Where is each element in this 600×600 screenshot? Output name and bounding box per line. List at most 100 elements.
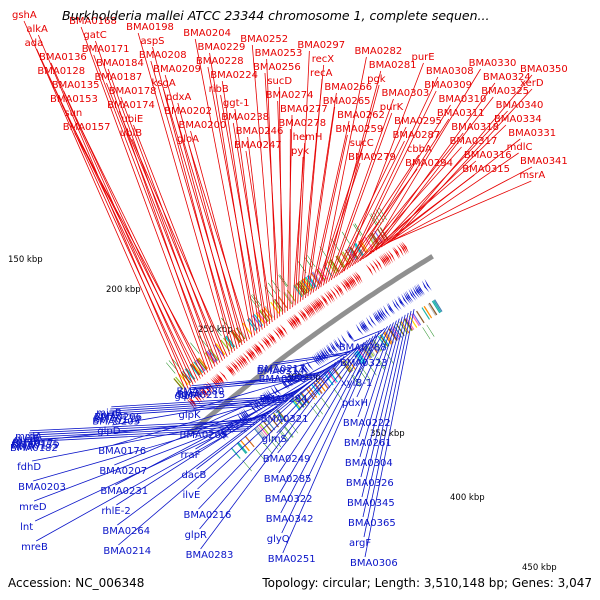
forward-gene-label[interactable]: BMA0259 <box>335 124 383 135</box>
reverse-gene-label[interactable]: BMA0155 <box>11 441 59 452</box>
forward-gene-label[interactable]: BMA0317 <box>450 136 498 147</box>
reverse-gene-label[interactable]: BMA0285 <box>264 474 312 485</box>
reverse-gene-label[interactable]: BMA0215 <box>177 390 225 401</box>
forward-gene-label[interactable]: BMA0128 <box>37 66 85 77</box>
forward-gene-label[interactable]: gloA <box>177 134 199 145</box>
reverse-gene-label[interactable]: BMA0231 <box>100 486 148 497</box>
reverse-gene-label[interactable]: mrdA <box>15 432 42 443</box>
reverse-gene-label[interactable]: pdxH <box>342 398 368 409</box>
forward-gene-label[interactable]: BMA0228 <box>196 56 244 67</box>
forward-gene-label[interactable]: hemH <box>293 132 323 143</box>
forward-gene-label[interactable]: BMA0295 <box>394 116 442 127</box>
forward-gene-label[interactable]: BMA0229 <box>198 42 246 53</box>
reverse-gene-label[interactable]: BMA0288 <box>339 342 387 353</box>
reverse-gene-label[interactable]: BMA0182 <box>10 443 58 454</box>
forward-gene-label[interactable]: mdlC <box>507 142 533 153</box>
reverse-gene-label[interactable]: BMA0322 <box>265 494 313 505</box>
reverse-gene-label[interactable]: lnt <box>20 522 33 533</box>
reverse-gene-label[interactable]: argF <box>349 538 371 549</box>
forward-gene-label[interactable]: recA <box>310 68 333 79</box>
forward-gene-label[interactable]: BMA0198 <box>126 22 174 33</box>
forward-gene-label[interactable]: BMA0136 <box>39 52 87 63</box>
forward-gene-label[interactable]: BMA0187 <box>94 72 142 83</box>
forward-gene-label[interactable]: BMA0278 <box>278 118 326 129</box>
forward-gene-label[interactable]: BMA0325 <box>481 86 529 97</box>
reverse-gene-label[interactable]: BMA0205 <box>92 416 140 427</box>
forward-gene-label[interactable]: cbbA <box>407 144 432 155</box>
forward-gene-label[interactable]: BMA0266 <box>324 82 372 93</box>
forward-gene-label[interactable]: pdxA <box>166 92 192 103</box>
forward-gene-label[interactable]: BMA0308 <box>426 66 474 77</box>
forward-gene-label[interactable]: BMA0318 <box>451 122 499 133</box>
forward-gene-label[interactable]: BMA0246 <box>236 126 284 137</box>
forward-gene-label[interactable]: BMA0171 <box>82 44 130 55</box>
reverse-gene-label[interactable]: dacB <box>182 470 207 481</box>
forward-gene-label[interactable]: BMA0178 <box>109 86 157 97</box>
forward-gene-label[interactable]: ggt-1 <box>223 98 250 109</box>
reverse-gene-label[interactable]: BMA0172 <box>93 414 141 425</box>
forward-gene-label[interactable]: BMA0200 <box>179 120 227 131</box>
reverse-gene-label[interactable]: corC <box>95 410 118 421</box>
forward-gene-label[interactable]: xerD <box>520 78 544 89</box>
forward-gene-label[interactable]: aspS <box>140 36 164 47</box>
reverse-gene-label[interactable]: BMA0314 <box>257 366 305 377</box>
reverse-gene-label[interactable]: BMA0264 <box>102 526 150 537</box>
forward-gene-label[interactable]: BMA0282 <box>354 46 402 57</box>
reverse-gene-label[interactable]: BMA0261 <box>344 438 392 449</box>
reverse-gene-label[interactable]: glpD <box>97 426 120 437</box>
reverse-gene-label[interactable]: BMA0342 <box>266 514 314 525</box>
forward-gene-label[interactable]: BMA0310 <box>439 94 487 105</box>
forward-gene-label[interactable]: BMA0224 <box>210 70 258 81</box>
reverse-gene-label[interactable]: BMA0326 <box>346 478 394 489</box>
forward-gene-label[interactable]: BMA0330 <box>469 58 517 69</box>
reverse-gene-label[interactable]: rraF <box>181 450 201 461</box>
reverse-gene-label[interactable]: queF <box>14 434 39 445</box>
forward-gene-label[interactable]: BMA0311 <box>437 108 485 119</box>
forward-gene-label[interactable]: ubiE <box>121 114 143 125</box>
forward-gene-label[interactable]: BMA0135 <box>52 80 100 91</box>
reverse-gene-label[interactable]: BMA0175 <box>12 438 60 449</box>
forward-gene-label[interactable]: BMA0274 <box>266 90 314 101</box>
forward-gene-label[interactable]: BMA0265 <box>323 96 371 107</box>
forward-gene-label[interactable]: purE <box>412 52 435 63</box>
forward-gene-label[interactable]: sucC <box>350 138 374 149</box>
reverse-gene-label[interactable]: mreB <box>21 542 48 553</box>
reverse-gene-label[interactable]: BMA0280 <box>176 387 224 398</box>
forward-gene-label[interactable]: BMA0277 <box>280 104 328 115</box>
forward-gene-label[interactable]: BMA0287 <box>392 130 440 141</box>
forward-gene-label[interactable]: BMA0252 <box>240 34 288 45</box>
reverse-gene-label[interactable]: mreD <box>19 502 47 513</box>
reverse-gene-label[interactable]: dgoA <box>175 389 201 400</box>
forward-gene-label[interactable]: ada <box>25 38 44 49</box>
forward-gene-label[interactable]: BMA0350 <box>520 64 568 75</box>
forward-gene-label[interactable]: BMA0262 <box>337 110 385 121</box>
reverse-gene-label[interactable]: glpF <box>174 391 195 402</box>
forward-gene-label[interactable]: gshA <box>12 10 37 21</box>
forward-gene-label[interactable]: pyk <box>291 146 309 157</box>
reverse-gene-label[interactable]: BMA0206 <box>94 412 142 423</box>
reverse-gene-label[interactable]: fdhD <box>17 462 41 473</box>
forward-gene-label[interactable]: BMA0174 <box>107 100 155 111</box>
forward-gene-label[interactable]: BMA0331 <box>508 128 556 139</box>
forward-gene-label[interactable]: recX <box>312 54 335 65</box>
forward-gene-label[interactable]: BMA0340 <box>496 100 544 111</box>
reverse-gene-label[interactable]: BMA0323 <box>340 358 388 369</box>
forward-gene-label[interactable]: BMA0202 <box>164 106 212 117</box>
reverse-gene-label[interactable]: BMA0217 <box>258 364 306 375</box>
reverse-gene-label[interactable]: BMA0214 <box>103 546 151 557</box>
forward-gene-label[interactable]: BMA0294 <box>405 158 453 169</box>
reverse-gene-label[interactable]: mrdB <box>13 436 40 447</box>
reverse-gene-label[interactable]: BMA0283 <box>186 550 234 561</box>
forward-gene-label[interactable]: BMA0281 <box>369 60 417 71</box>
forward-gene-label[interactable]: msrA <box>519 170 545 181</box>
reverse-gene-label[interactable]: BMA0250 <box>259 374 307 385</box>
reverse-gene-label[interactable]: glpR <box>185 530 207 541</box>
reverse-gene-label[interactable]: BMA0306 <box>350 558 398 569</box>
forward-gene-label[interactable]: ribB <box>209 84 229 95</box>
reverse-gene-label[interactable]: rhlE-2 <box>101 506 130 517</box>
reverse-gene-label[interactable]: miaB <box>96 408 122 419</box>
reverse-gene-label[interactable]: BMA0321 <box>261 414 309 425</box>
forward-gene-label[interactable]: BMA0341 <box>520 156 568 167</box>
forward-gene-label[interactable]: BMA0157 <box>63 122 111 133</box>
reverse-gene-label[interactable]: glyQ <box>267 534 290 545</box>
